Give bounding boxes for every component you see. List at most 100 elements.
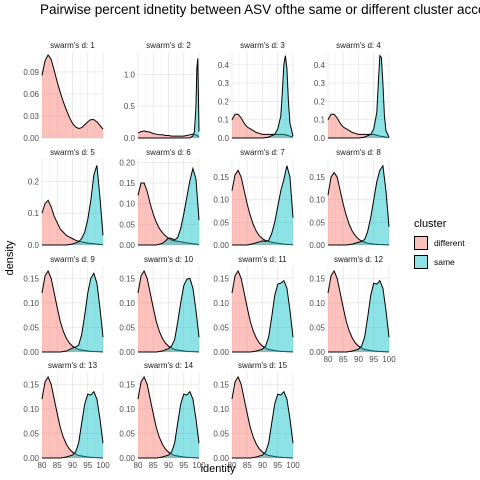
density-line-different [327, 171, 390, 246]
y-tick-label: 0.1 [28, 209, 40, 218]
x-tick-label: 100 [192, 461, 206, 470]
y-tick-label: 0.4 [314, 61, 326, 70]
y-tick-label: 0.2 [218, 97, 230, 106]
density-line-different [137, 375, 200, 459]
density-line-same [138, 390, 200, 459]
density-line-same [232, 55, 294, 139]
y-tick-label: 0.0 [28, 241, 40, 250]
density-area-same [232, 55, 293, 138]
y-tick-label: 0.05 [309, 323, 325, 332]
y-tick-label: 0.2 [314, 97, 326, 106]
density-area-different [42, 200, 103, 245]
density-area-same [232, 165, 293, 245]
y-tick-label: 0.09 [23, 68, 39, 77]
density-line-same [42, 165, 104, 246]
facet-strip-label: swarm's d: 10 [144, 255, 194, 264]
facet-panel: swarm's d: 1 0.00 0.03 0.06 0.09 [23, 41, 104, 143]
density-area-different [232, 376, 293, 458]
density-area-different [232, 170, 293, 245]
facet-strip-label: swarm's d: 14 [144, 361, 194, 370]
y-tick-label: 0.0 [314, 134, 326, 143]
x-tick-label: 90 [258, 461, 267, 470]
density-area-different [328, 172, 389, 245]
facet-panel: swarm's d: 9 0.00 0.05 0.10 0.15 [23, 255, 104, 357]
y-tick-label: 0.00 [119, 348, 135, 357]
chart-title: Pairwise percent idnetity between ASV of… [40, 2, 480, 17]
legend-label-different: different [434, 238, 465, 248]
y-tick-label: 0.15 [309, 173, 325, 182]
density-line-different [41, 375, 104, 459]
y-tick-label: 0.15 [23, 274, 39, 283]
density-line-same [232, 390, 294, 459]
density-line-different [231, 269, 294, 353]
legend-swatch-different [414, 236, 428, 250]
density-line-same [42, 272, 104, 353]
x-tick-label: 95 [83, 461, 92, 470]
y-tick-label: 0.10 [119, 200, 135, 209]
x-tick-label: 80 [134, 461, 143, 470]
y-tick-label: 0.00 [119, 241, 135, 250]
x-tick-label: 90 [164, 461, 173, 470]
density-line-same [328, 164, 390, 246]
facet-strip-label: swarm's d: 9 [50, 255, 95, 264]
density-area-same [42, 165, 103, 245]
facet-panel: swarm's d: 4 0.0 0.1 0.2 0.3 0.4 [314, 41, 390, 143]
y-tick-label: 0.10 [309, 196, 325, 205]
density-line-different [327, 269, 390, 353]
facet-strip-label: swarm's d: 13 [48, 361, 98, 370]
y-tick-label: 0.15 [213, 173, 229, 182]
facet-panel: swarm's d: 5 0.0 0.1 0.2 [28, 148, 104, 250]
y-tick-label: 0.03 [23, 112, 39, 121]
y-tick-label: 0.10 [23, 405, 39, 414]
facet-strip-label: swarm's d: 6 [146, 148, 191, 157]
density-line-different [41, 53, 104, 130]
legend: cluster different same [414, 218, 465, 272]
x-tick-label: 100 [286, 461, 300, 470]
facet-panel: swarm's d: 10 0.00 0.05 0.10 0.15 [119, 255, 200, 357]
y-tick-label: 0.05 [213, 323, 229, 332]
y-tick-label: 0.00 [23, 134, 39, 143]
y-tick-label: 0.00 [213, 348, 229, 357]
y-tick-label: 0.0 [124, 134, 136, 143]
x-tick-label: 100 [96, 461, 110, 470]
facet-strip-label: swarm's d: 15 [238, 361, 288, 370]
y-tick-label: 0.05 [23, 323, 39, 332]
density-line-different [137, 130, 200, 138]
y-tick-label: 0.15 [23, 380, 39, 389]
y-tick-label: 0.3 [218, 79, 230, 88]
y-tick-label: 0.10 [213, 299, 229, 308]
density-area-different [138, 182, 199, 245]
density-area-different [138, 270, 199, 352]
density-line-different [231, 375, 294, 459]
facet-panel: swarm's d: 11 0.00 0.05 0.10 0.15 [213, 255, 294, 357]
density-area-same [42, 391, 103, 458]
density-area-same [138, 168, 199, 245]
density-area-different [232, 270, 293, 352]
facet-strip-label: swarm's d: 5 [50, 148, 95, 157]
density-area-same [138, 391, 199, 458]
y-tick-label: 0.00 [309, 241, 325, 250]
y-tick-label: 0.05 [23, 429, 39, 438]
facet-panel: swarm's d: 15 0.00 0.05 0.10 0.15 80 85 90 95 100 [213, 361, 300, 470]
y-tick-label: 0.10 [213, 405, 229, 414]
y-tick-label: 0.05 [309, 218, 325, 227]
y-tick-label: 0.10 [23, 299, 39, 308]
y-tick-label: 0.05 [119, 220, 135, 229]
x-tick-label: 95 [369, 355, 378, 364]
y-tick-label: 0.15 [213, 380, 229, 389]
y-tick-label: 0.3 [314, 79, 326, 88]
legend-title: cluster [414, 218, 447, 230]
y-tick-label: 0.1 [314, 116, 326, 125]
x-tick-label: 95 [273, 461, 282, 470]
y-tick-label: 0.00 [119, 454, 135, 463]
density-area-different [328, 114, 389, 138]
density-area-different [42, 376, 103, 458]
density-line-different [41, 199, 104, 246]
y-tick-label: 1.0 [124, 70, 136, 79]
y-tick-label: 0.00 [309, 348, 325, 357]
x-tick-label: 85 [339, 355, 348, 364]
y-tick-label: 0.15 [119, 274, 135, 283]
density-area-different [138, 376, 199, 458]
y-tick-label: 0.00 [23, 348, 39, 357]
